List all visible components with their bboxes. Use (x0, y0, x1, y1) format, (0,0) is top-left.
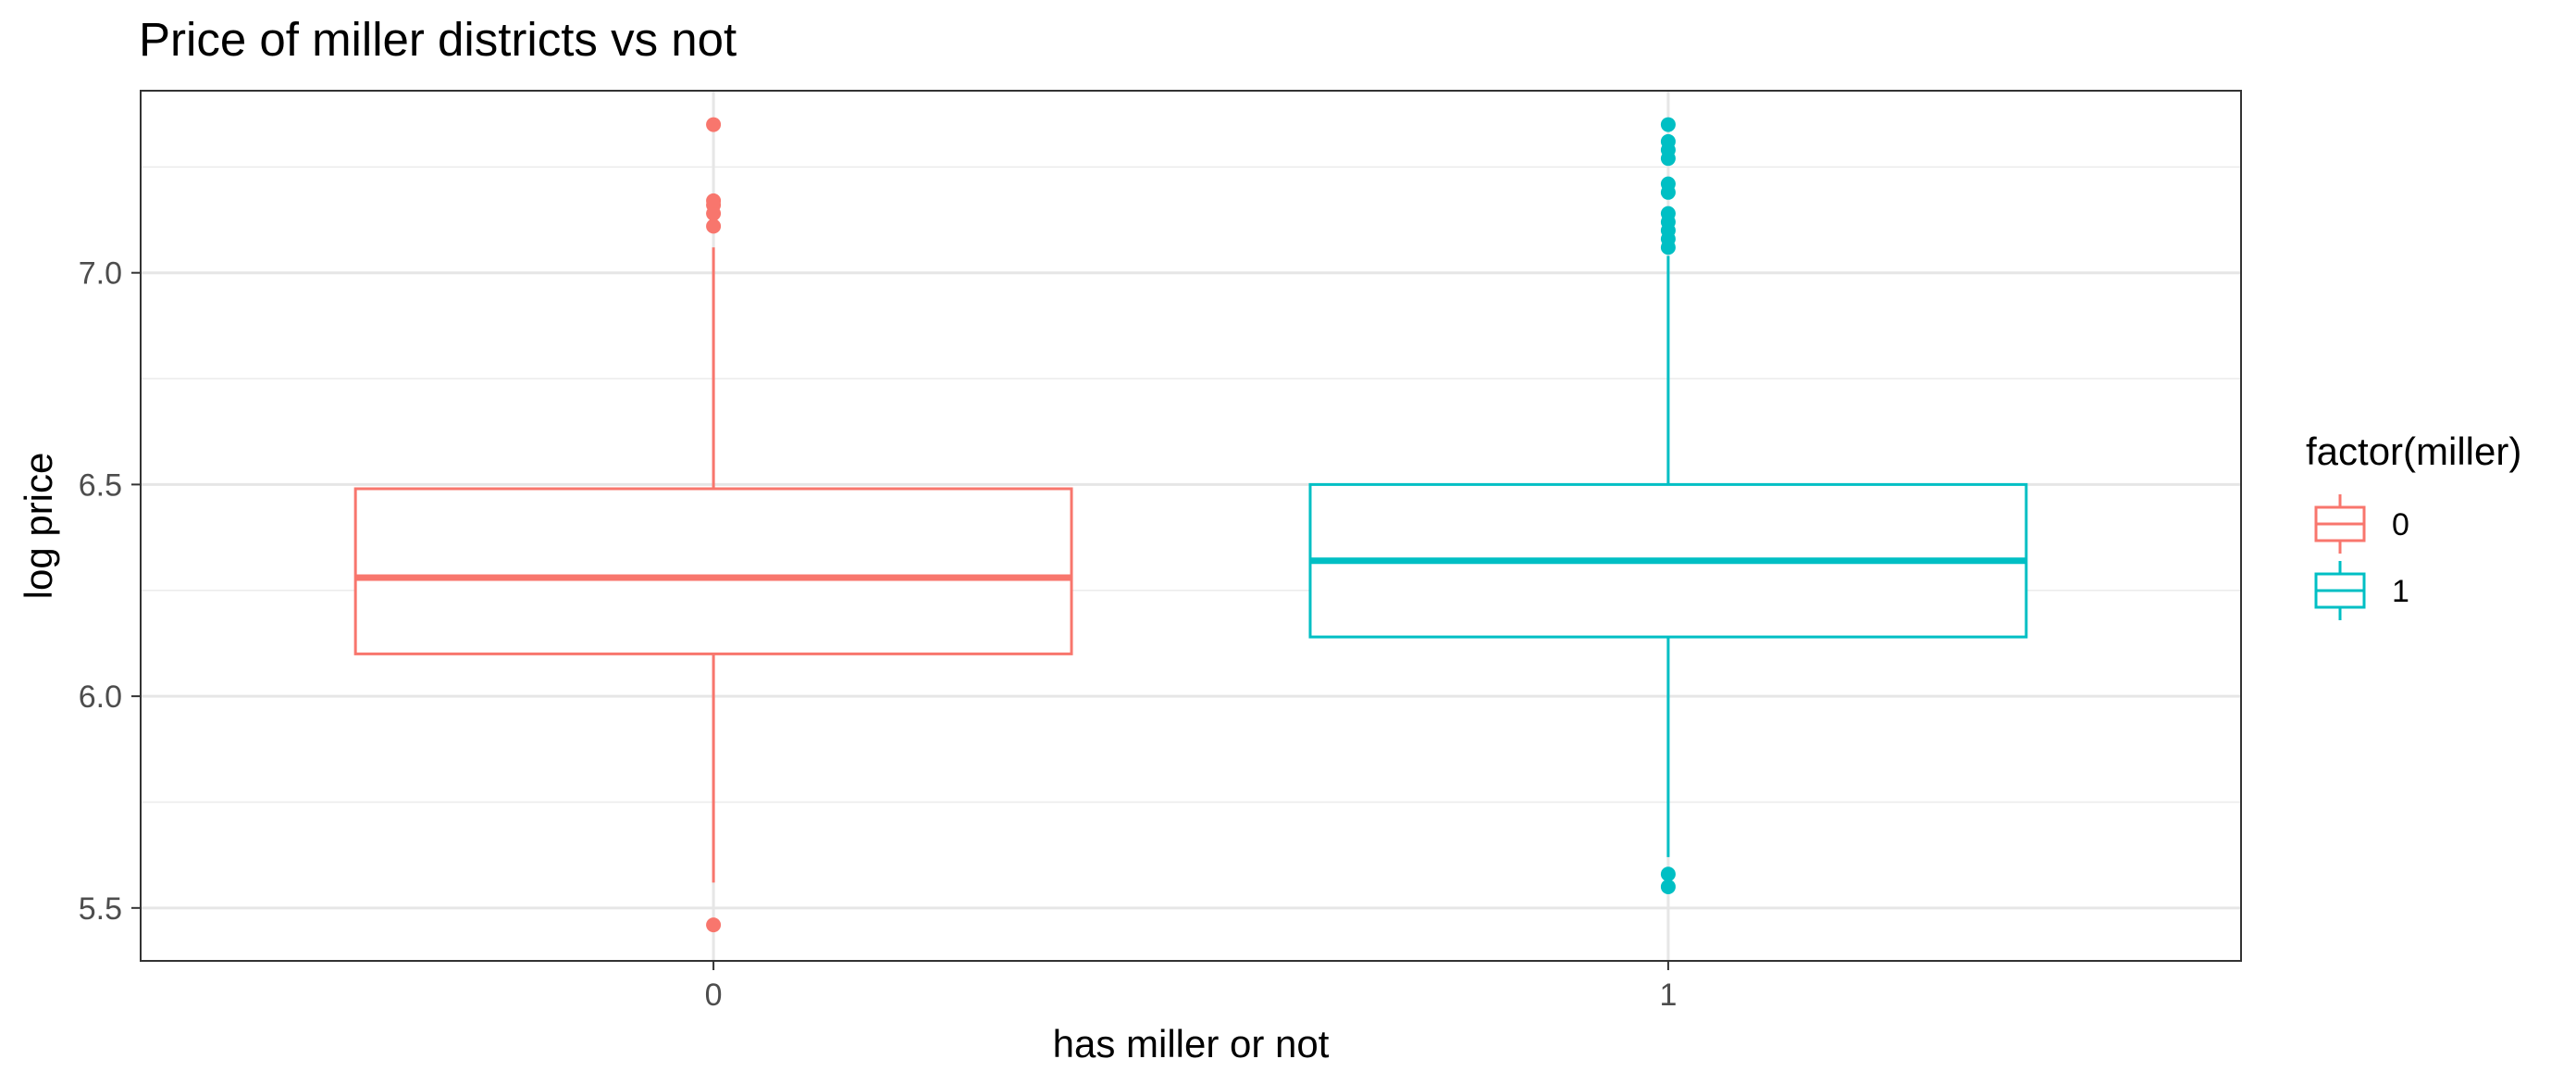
legend-label-0: 0 (2392, 507, 2409, 542)
box-1 (1308, 117, 2028, 894)
outlier-point (1660, 133, 1676, 149)
y-tick-label: 5.5 (79, 891, 122, 927)
outlier-point (1660, 176, 1676, 192)
legend-label-1: 1 (2392, 574, 2409, 609)
outlier-point (1660, 866, 1676, 882)
y-axis: 5.5 6.0 6.5 7.0 (79, 256, 141, 927)
y-tick-label: 6.0 (79, 679, 122, 715)
x-tick-label: 0 (705, 978, 723, 1013)
box-0 (353, 117, 1073, 933)
outlier-point (706, 218, 722, 234)
y-tick-label: 7.0 (79, 256, 122, 292)
outlier-point (1660, 878, 1676, 894)
x-axis-title: has miller or not (1053, 1022, 1330, 1065)
outlier-point (706, 117, 722, 132)
legend-title: factor(miller) (2306, 430, 2521, 473)
chart-title: Price of miller districts vs not (139, 13, 737, 66)
x-tick-label: 1 (1659, 978, 1677, 1013)
outlier-point (706, 193, 722, 208)
legend-key-1 (2314, 561, 2366, 620)
boxes-layer (353, 117, 2028, 933)
outlier-point (706, 917, 722, 933)
y-axis-title: log price (17, 453, 60, 600)
y-tick-label: 6.5 (79, 467, 122, 503)
legend-key-0 (2314, 494, 2366, 554)
box-iqr (353, 487, 1073, 655)
outlier-point (1660, 117, 1676, 132)
plot-border (140, 90, 2242, 962)
outlier-point (1660, 206, 1676, 221)
legend: factor(miller) 0 1 (2306, 430, 2521, 620)
